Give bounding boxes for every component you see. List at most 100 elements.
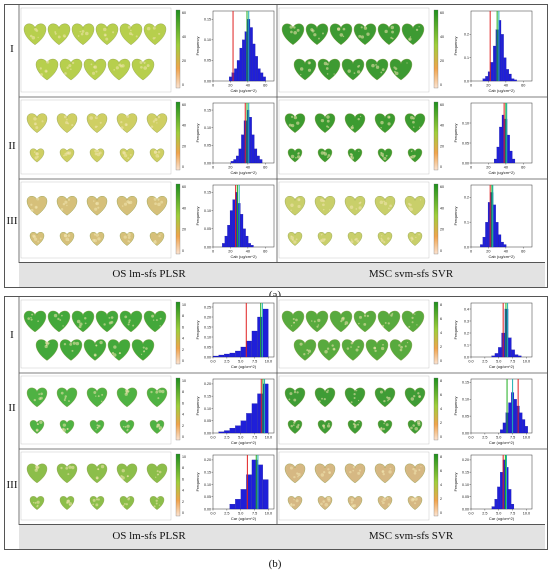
leaf-speckle — [293, 391, 297, 394]
colorbar-b-left-2 — [175, 453, 181, 517]
leaf — [314, 196, 336, 216]
colorbar-b-left-2-tick: 0 — [182, 511, 184, 515]
y-tick-label: 0.3 — [464, 319, 469, 323]
leaf-speckle — [326, 156, 329, 159]
leaf-speckle — [382, 501, 385, 505]
leaf-speckle — [66, 118, 68, 121]
leaf-speckle — [155, 390, 159, 394]
x-axis-label: Car (ug/cm^2) — [231, 440, 257, 445]
leaf-speckle — [322, 500, 325, 503]
leaf — [317, 58, 341, 81]
colorbar-b-right-0-tick: 4 — [440, 331, 442, 335]
leaf-speckle — [380, 346, 385, 351]
leaf-speckle — [289, 25, 293, 29]
leaf-speckle — [35, 126, 39, 130]
colorbar-a-right-2 — [433, 183, 439, 255]
leaf-speckle — [94, 149, 98, 153]
bar — [503, 57, 507, 82]
leaf-speckle — [122, 425, 125, 428]
leaf-speckle — [292, 321, 295, 324]
x-axis-label: Cab (ug/cm^2) — [230, 170, 257, 175]
leaf-speckle — [382, 324, 385, 327]
leaf-speckle — [366, 314, 369, 318]
leaf-speckle — [297, 472, 301, 477]
leaf-speckle — [415, 28, 419, 32]
leaf-speckle — [382, 472, 385, 476]
leaf — [83, 58, 107, 81]
x-tick-label: 10.0 — [265, 436, 272, 440]
y-axis-label: Frequency — [453, 124, 458, 143]
leaf-speckle — [94, 152, 98, 156]
x-tick-label: 2.5 — [224, 360, 229, 364]
colorbar-b-right-0 — [433, 301, 439, 365]
y-tick-label: 0.10 — [462, 483, 469, 487]
leaf-speckle — [126, 114, 130, 118]
leaf — [389, 58, 413, 81]
bar — [498, 347, 502, 358]
leaf-speckle — [293, 240, 297, 244]
leaf — [374, 196, 396, 216]
leaf — [374, 387, 396, 408]
histogram: 0 20 40 60 0.0 0.1 0.2 Cab (ug/cm^2) Frequency — [453, 10, 533, 93]
leaf-speckle — [158, 389, 162, 393]
leaf-speckle — [411, 316, 414, 320]
colorbar-a-left-1-tick: 40 — [182, 124, 186, 128]
leaf-speckle — [108, 316, 111, 319]
colorbar-b-right-1 — [433, 377, 439, 441]
x-tick-label: 40 — [246, 166, 250, 170]
leaf-speckle — [325, 67, 329, 70]
bar — [250, 245, 254, 248]
leaf-speckle — [156, 425, 159, 428]
leaf — [344, 196, 366, 216]
x-tick-label: 5.0 — [238, 512, 243, 516]
leaf-speckle — [381, 500, 383, 502]
bar — [251, 134, 255, 164]
leaf-speckle — [80, 32, 84, 36]
bar — [248, 243, 251, 248]
leaf-speckle — [93, 391, 97, 394]
leaf-speckle — [417, 392, 420, 395]
leaf-speckle — [84, 317, 87, 320]
colorbar-b-right-0-tick: 0 — [440, 359, 442, 363]
colorbar-a-right-1 — [433, 101, 439, 171]
histogram: 0.0 2.5 5.0 7.5 10.0 0.0 0.1 0.2 0.3 0.4 Car (ug/c… — [453, 302, 533, 369]
leaf-speckle — [36, 505, 39, 508]
leaf-speckle — [322, 199, 325, 203]
bar — [522, 419, 526, 434]
leaf — [95, 23, 119, 45]
colorbar-a-left-2 — [175, 183, 181, 255]
leaf-speckle — [410, 239, 413, 242]
y-tick-label: 0.10 — [204, 407, 211, 411]
leaf-speckle — [293, 498, 295, 501]
leaf-speckle — [156, 470, 159, 473]
row-label-a-2: II — [8, 140, 16, 152]
leaf — [83, 339, 107, 361]
leaf-speckle — [387, 115, 391, 119]
leaf — [86, 196, 108, 216]
leaf-speckle — [63, 154, 65, 157]
leaf-speckle — [387, 207, 390, 210]
leaf-speckle — [383, 399, 386, 403]
leaf-speckle — [127, 157, 130, 160]
leaf-speckle — [357, 399, 360, 402]
leaf-speckle — [34, 156, 38, 160]
bar — [503, 244, 507, 248]
leaf-speckle — [400, 345, 403, 349]
leaf — [293, 339, 317, 361]
leaf-speckle — [389, 467, 392, 470]
leaf-speckle — [366, 32, 370, 36]
leaf-speckle — [63, 342, 67, 346]
leaf-speckle — [350, 401, 353, 404]
leaf-speckle — [390, 314, 393, 317]
bar — [240, 420, 247, 434]
colorbar-a-left-1 — [175, 101, 181, 171]
leaf-speckle — [346, 347, 350, 350]
colorbar-b-left-1-tick: 0 — [182, 435, 184, 439]
leaf-speckle — [394, 71, 399, 76]
leaf-speckle — [155, 499, 158, 502]
y-tick-label: 0.20 — [462, 458, 469, 462]
bar — [213, 355, 219, 358]
leaf — [365, 58, 389, 81]
leaf-speckle — [146, 26, 151, 31]
leaf-speckle — [112, 31, 115, 34]
